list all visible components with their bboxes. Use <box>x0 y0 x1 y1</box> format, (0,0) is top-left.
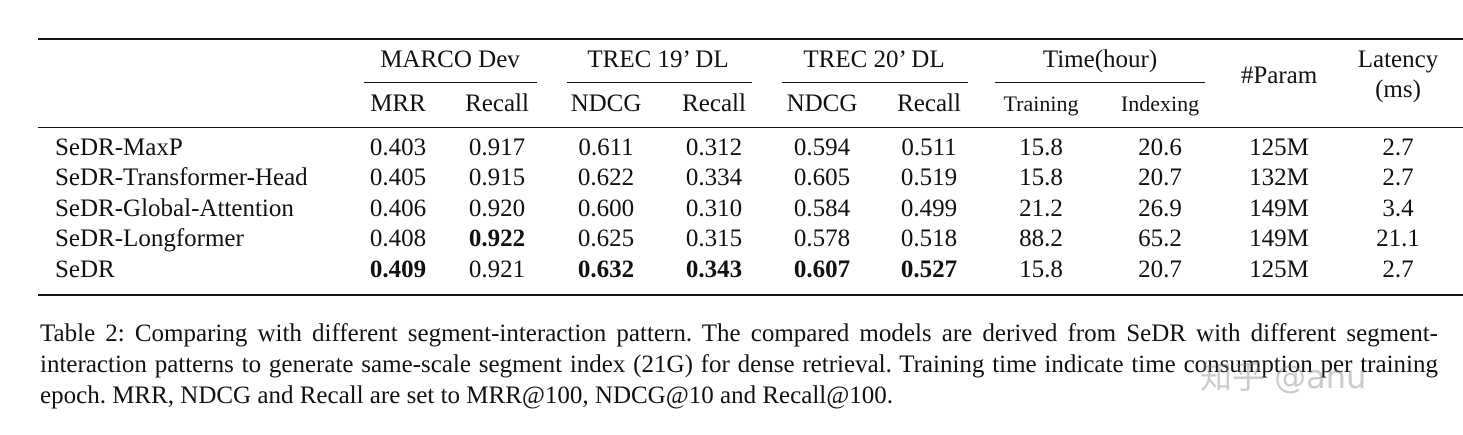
table-cell: 0.578 <box>793 225 851 252</box>
header-rule <box>38 127 1463 128</box>
table-cell: 149M <box>1249 195 1309 222</box>
table-cell: 0.315 <box>685 225 743 252</box>
table-cell: 0.917 <box>468 134 526 161</box>
table-cell: 0.915 <box>468 164 526 191</box>
table-cell: 21.2 <box>1019 195 1063 222</box>
table-cell: 0.312 <box>685 134 743 161</box>
group-underline <box>995 82 1205 83</box>
table-cell: 65.2 <box>1138 225 1182 252</box>
table-cell: 0.527 <box>900 256 958 283</box>
table-cell: 0.403 <box>369 134 427 161</box>
table-cell: 0.518 <box>900 225 958 252</box>
table-cell: 2.7 <box>1382 256 1414 283</box>
table-cell: 2.7 <box>1382 134 1414 161</box>
table-cell: 15.8 <box>1019 134 1063 161</box>
table-cell: 0.408 <box>369 225 427 252</box>
model-name: SeDR-Global-Attention <box>55 195 294 222</box>
table-cell: 20.7 <box>1138 256 1182 283</box>
table-cell: 0.334 <box>685 164 743 191</box>
table-cell: 15.8 <box>1019 256 1063 283</box>
table-cell: 125M <box>1249 256 1309 283</box>
group-header: TREC 19’ DL <box>587 46 729 73</box>
group-underline <box>364 82 537 83</box>
model-name: SeDR <box>55 256 115 283</box>
table-cell: 125M <box>1249 134 1309 161</box>
table-cell: 0.499 <box>900 195 958 222</box>
table-cell: 15.8 <box>1019 164 1063 191</box>
top-rule <box>38 38 1463 40</box>
table-cell: 0.632 <box>577 256 635 283</box>
model-name: SeDR-Longformer <box>55 225 244 252</box>
group-header: TREC 20’ DL <box>803 46 945 73</box>
model-name: SeDR-MaxP <box>55 134 183 161</box>
table-cell: 0.409 <box>369 256 427 283</box>
column-header: NDCG <box>570 90 642 117</box>
table-cell: 0.594 <box>793 134 851 161</box>
column-header: Recall <box>897 90 961 117</box>
table-cell: 0.584 <box>793 195 851 222</box>
table-cell: 0.511 <box>901 134 957 161</box>
column-header: Indexing <box>1120 91 1200 116</box>
table-cell: 3.4 <box>1382 195 1414 222</box>
table-cell: 0.519 <box>900 164 958 191</box>
table-cell: 20.6 <box>1138 134 1182 161</box>
table-cell: 0.406 <box>369 195 427 222</box>
table-cell: 0.600 <box>577 195 635 222</box>
column-header: Recall <box>465 90 529 117</box>
model-name: SeDR-Transformer-Head <box>55 164 308 191</box>
bottom-rule <box>38 294 1463 296</box>
group-header: Time(hour) <box>1042 46 1158 73</box>
table-cell: 26.9 <box>1138 195 1182 222</box>
group-underline <box>782 82 968 83</box>
table-cell: 20.7 <box>1138 164 1182 191</box>
table-cell: 0.625 <box>577 225 635 252</box>
param-header: #Param <box>1240 62 1318 89</box>
table-cell: 0.343 <box>685 256 743 283</box>
table-cell: 0.922 <box>468 225 526 252</box>
latency-header: Latency <box>1357 46 1439 73</box>
watermark: 知乎 @anu <box>1200 358 1367 396</box>
table-cell: 0.611 <box>578 134 634 161</box>
table-cell: 0.622 <box>577 164 635 191</box>
table-cell: 0.605 <box>793 164 851 191</box>
latency-unit: (ms) <box>1375 76 1421 103</box>
table-cell: 0.405 <box>369 164 427 191</box>
table-cell: 0.607 <box>793 256 851 283</box>
table-cell: 88.2 <box>1019 225 1063 252</box>
column-header: Training <box>1003 91 1079 116</box>
table-cell: 0.921 <box>468 256 526 283</box>
table-cell: 149M <box>1249 225 1309 252</box>
group-underline <box>567 82 752 83</box>
table-cell: 21.1 <box>1376 225 1420 252</box>
table-cell: 132M <box>1249 164 1309 191</box>
table-cell: 2.7 <box>1382 164 1414 191</box>
group-header: MARCO Dev <box>380 46 520 73</box>
column-header: Recall <box>682 90 746 117</box>
column-header: MRR <box>370 90 426 117</box>
table-cell: 0.310 <box>685 195 743 222</box>
table-cell: 0.920 <box>468 195 526 222</box>
table-caption: Table 2: Comparing with different segmen… <box>40 320 1438 409</box>
column-header: NDCG <box>786 90 858 117</box>
